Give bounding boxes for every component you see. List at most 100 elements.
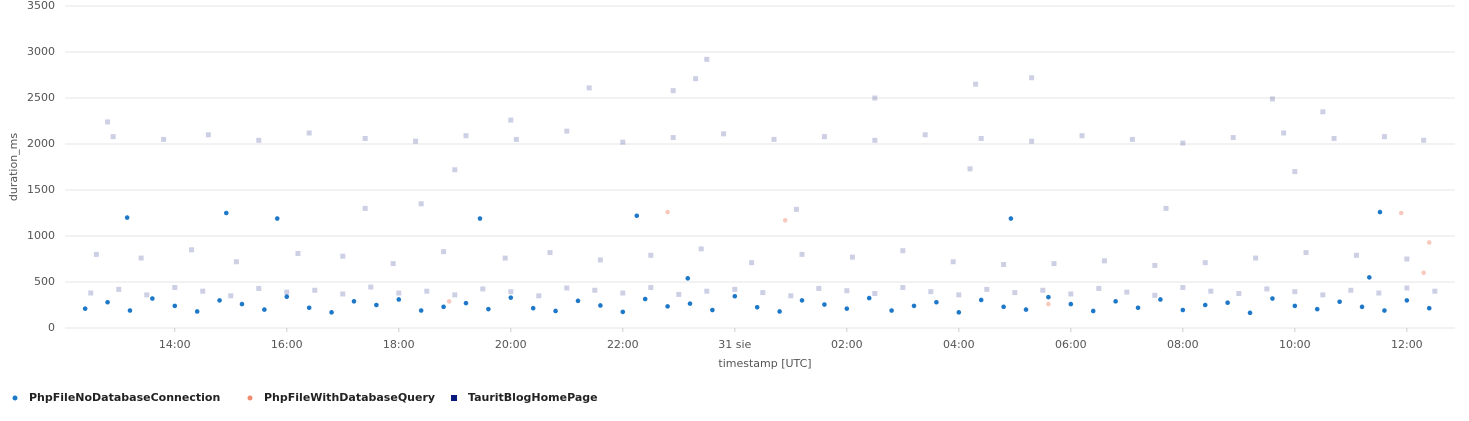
point bbox=[553, 308, 558, 314]
point bbox=[777, 309, 782, 314]
point bbox=[978, 297, 984, 303]
point bbox=[508, 289, 514, 295]
point bbox=[1253, 255, 1259, 261]
point bbox=[1359, 304, 1365, 310]
point bbox=[144, 292, 150, 298]
point bbox=[1129, 136, 1135, 142]
point bbox=[984, 286, 990, 292]
point bbox=[390, 261, 396, 267]
point bbox=[586, 85, 592, 91]
point bbox=[1029, 75, 1035, 81]
point bbox=[508, 117, 514, 123]
point bbox=[284, 294, 290, 300]
point bbox=[172, 303, 178, 309]
point bbox=[513, 136, 519, 142]
point bbox=[189, 247, 195, 253]
y-tick-label: 500 bbox=[34, 275, 55, 288]
x-tick-label: 16:00 bbox=[271, 338, 303, 351]
point bbox=[262, 307, 267, 312]
point bbox=[1269, 96, 1275, 102]
point bbox=[256, 137, 262, 143]
point bbox=[1331, 135, 1337, 141]
point bbox=[418, 308, 424, 313]
point bbox=[928, 289, 934, 295]
point bbox=[1180, 285, 1186, 291]
point bbox=[150, 296, 155, 301]
point bbox=[138, 255, 144, 261]
point bbox=[1029, 138, 1035, 144]
point bbox=[1152, 262, 1158, 268]
point bbox=[508, 295, 514, 300]
point bbox=[284, 289, 290, 295]
point bbox=[978, 135, 984, 141]
point bbox=[1404, 298, 1410, 303]
y-axis-title: duration_ms bbox=[7, 133, 20, 202]
point bbox=[1008, 216, 1014, 221]
point bbox=[93, 251, 99, 257]
point bbox=[418, 201, 424, 207]
point bbox=[1124, 289, 1130, 295]
point bbox=[1353, 252, 1359, 258]
point bbox=[911, 303, 917, 309]
point bbox=[172, 285, 178, 291]
point bbox=[452, 167, 458, 173]
point bbox=[564, 285, 570, 291]
point bbox=[223, 210, 229, 216]
point bbox=[967, 166, 973, 172]
point bbox=[1421, 270, 1426, 276]
grid: 0 500 1000 1500 2000 2500 3000 3500 14:00 16:00 18… bbox=[27, 0, 1455, 351]
point bbox=[424, 288, 430, 294]
point bbox=[1377, 209, 1383, 215]
point bbox=[956, 310, 962, 315]
point bbox=[1236, 291, 1242, 296]
x-tick-label: 18:00 bbox=[383, 338, 415, 351]
point bbox=[452, 292, 458, 298]
point bbox=[620, 290, 626, 296]
point bbox=[634, 213, 640, 219]
plot-area bbox=[82, 56, 1438, 316]
point bbox=[1040, 287, 1046, 293]
point bbox=[1202, 260, 1208, 266]
point bbox=[597, 257, 603, 263]
point bbox=[502, 255, 508, 261]
legend-label: TauritBlogHomePage bbox=[468, 391, 598, 404]
point bbox=[866, 295, 872, 301]
point bbox=[306, 305, 312, 311]
point bbox=[1135, 305, 1141, 311]
y-tick-label: 3000 bbox=[27, 45, 55, 58]
point bbox=[127, 308, 133, 313]
point bbox=[900, 248, 906, 254]
point bbox=[413, 138, 419, 144]
point bbox=[1404, 285, 1410, 291]
point bbox=[110, 134, 116, 140]
point bbox=[872, 137, 878, 143]
point bbox=[598, 303, 603, 308]
point bbox=[1292, 303, 1298, 309]
point bbox=[782, 218, 788, 223]
point bbox=[710, 307, 715, 313]
point bbox=[536, 293, 542, 299]
point bbox=[771, 136, 777, 142]
point bbox=[1046, 301, 1051, 307]
point bbox=[274, 216, 280, 221]
point bbox=[1202, 302, 1208, 308]
point bbox=[1068, 291, 1074, 297]
point bbox=[233, 259, 239, 265]
point bbox=[1023, 307, 1029, 312]
point bbox=[200, 288, 206, 294]
legend-marker bbox=[12, 395, 18, 401]
point bbox=[396, 290, 402, 296]
point bbox=[1404, 256, 1410, 262]
point bbox=[441, 249, 447, 255]
x-tick-label: 08:00 bbox=[1167, 338, 1199, 351]
point bbox=[105, 299, 110, 305]
point bbox=[477, 216, 483, 221]
point bbox=[1096, 285, 1102, 291]
x-tick-label: 31 sie bbox=[718, 338, 751, 351]
point bbox=[648, 285, 654, 291]
series bbox=[88, 56, 1438, 299]
point bbox=[105, 119, 111, 125]
point bbox=[295, 250, 301, 256]
point bbox=[693, 76, 699, 82]
